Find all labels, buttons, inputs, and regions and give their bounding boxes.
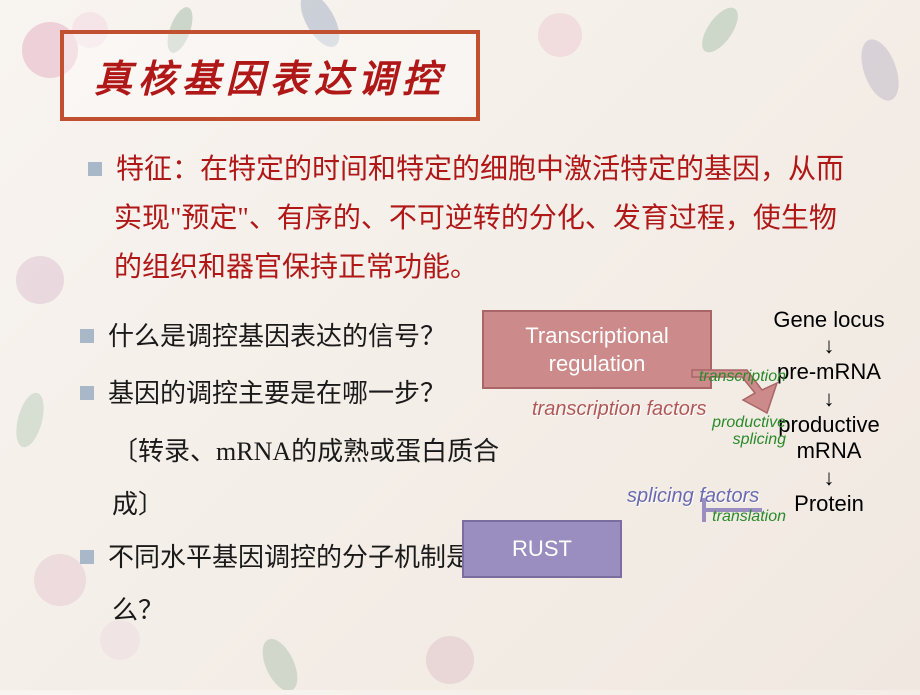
bullet-icon: [80, 550, 94, 564]
gene-locus-node: Gene locus: [754, 307, 904, 333]
splice-2: splicing: [733, 431, 786, 448]
q3-text: 不同水平基因调控的分子机制是什么？: [108, 543, 498, 625]
question-1: 什么是调控基因表达的信号？: [80, 310, 500, 363]
tf-text: transcription factors: [532, 398, 707, 420]
splice-1: productive: [712, 414, 786, 431]
splicing-step: productive splicing: [712, 415, 786, 449]
bullet-icon: [80, 386, 94, 400]
down-arrow-icon: ↓: [754, 335, 904, 357]
description: 特征：在特定的时间和特定的细胞中激活特定的基因，从而实现"预定"、有序的、不可逆…: [88, 145, 860, 292]
transcription-factors-label: transcription factors: [532, 398, 707, 420]
slide: 真核基因表达调控 特征：在特定的时间和特定的细胞中激活特定的基因，从而实现"预定…: [0, 0, 920, 690]
pm2: mRNA: [797, 438, 862, 463]
down-arrow-icon: ↓: [754, 467, 904, 489]
bullet-icon: [88, 162, 102, 176]
question-2: 基因的调控主要是在哪一步？: [80, 367, 500, 420]
gene-expression-pathway: Gene locus ↓ transcription pre-mRNA ↓ pr…: [754, 305, 904, 519]
q2-text: 基因的调控主要是在哪一步？: [108, 379, 446, 408]
regulation-diagram: Transcriptional regulation transcription…: [442, 310, 912, 670]
transcriptional-regulation-box: Transcriptional regulation: [482, 310, 712, 389]
question-list: 什么是调控基因表达的信号？ 基因的调控主要是在哪一步？ 〔转录、mRNA的成熟或…: [80, 310, 500, 638]
question-3: 不同水平基因调控的分子机制是什么？: [80, 531, 500, 638]
question-2-sub: 〔转录、mRNA的成熟或蛋白质合成〕: [80, 425, 500, 532]
sf-text: splicing factors: [627, 485, 759, 507]
q1-text: 什么是调控基因表达的信号？: [108, 322, 446, 351]
splicing-factors-label: splicing factors: [627, 485, 759, 507]
title-container: 真核基因表达调控: [60, 30, 480, 121]
transcription-step: transcription: [699, 367, 786, 386]
bullet-icon: [80, 329, 94, 343]
desc-text: 在特定的时间和特定的细胞中激活特定的基因，从而实现"预定"、有序的、不可逆转的分…: [114, 154, 844, 283]
pm1: productive: [778, 412, 880, 437]
down-arrow-icon: ↓: [754, 388, 904, 410]
desc-lead: 特征：: [116, 154, 200, 185]
slide-title: 真核基因表达调控: [94, 48, 446, 103]
translation-step: translation: [712, 507, 786, 526]
rust-box: RUST: [462, 520, 622, 578]
